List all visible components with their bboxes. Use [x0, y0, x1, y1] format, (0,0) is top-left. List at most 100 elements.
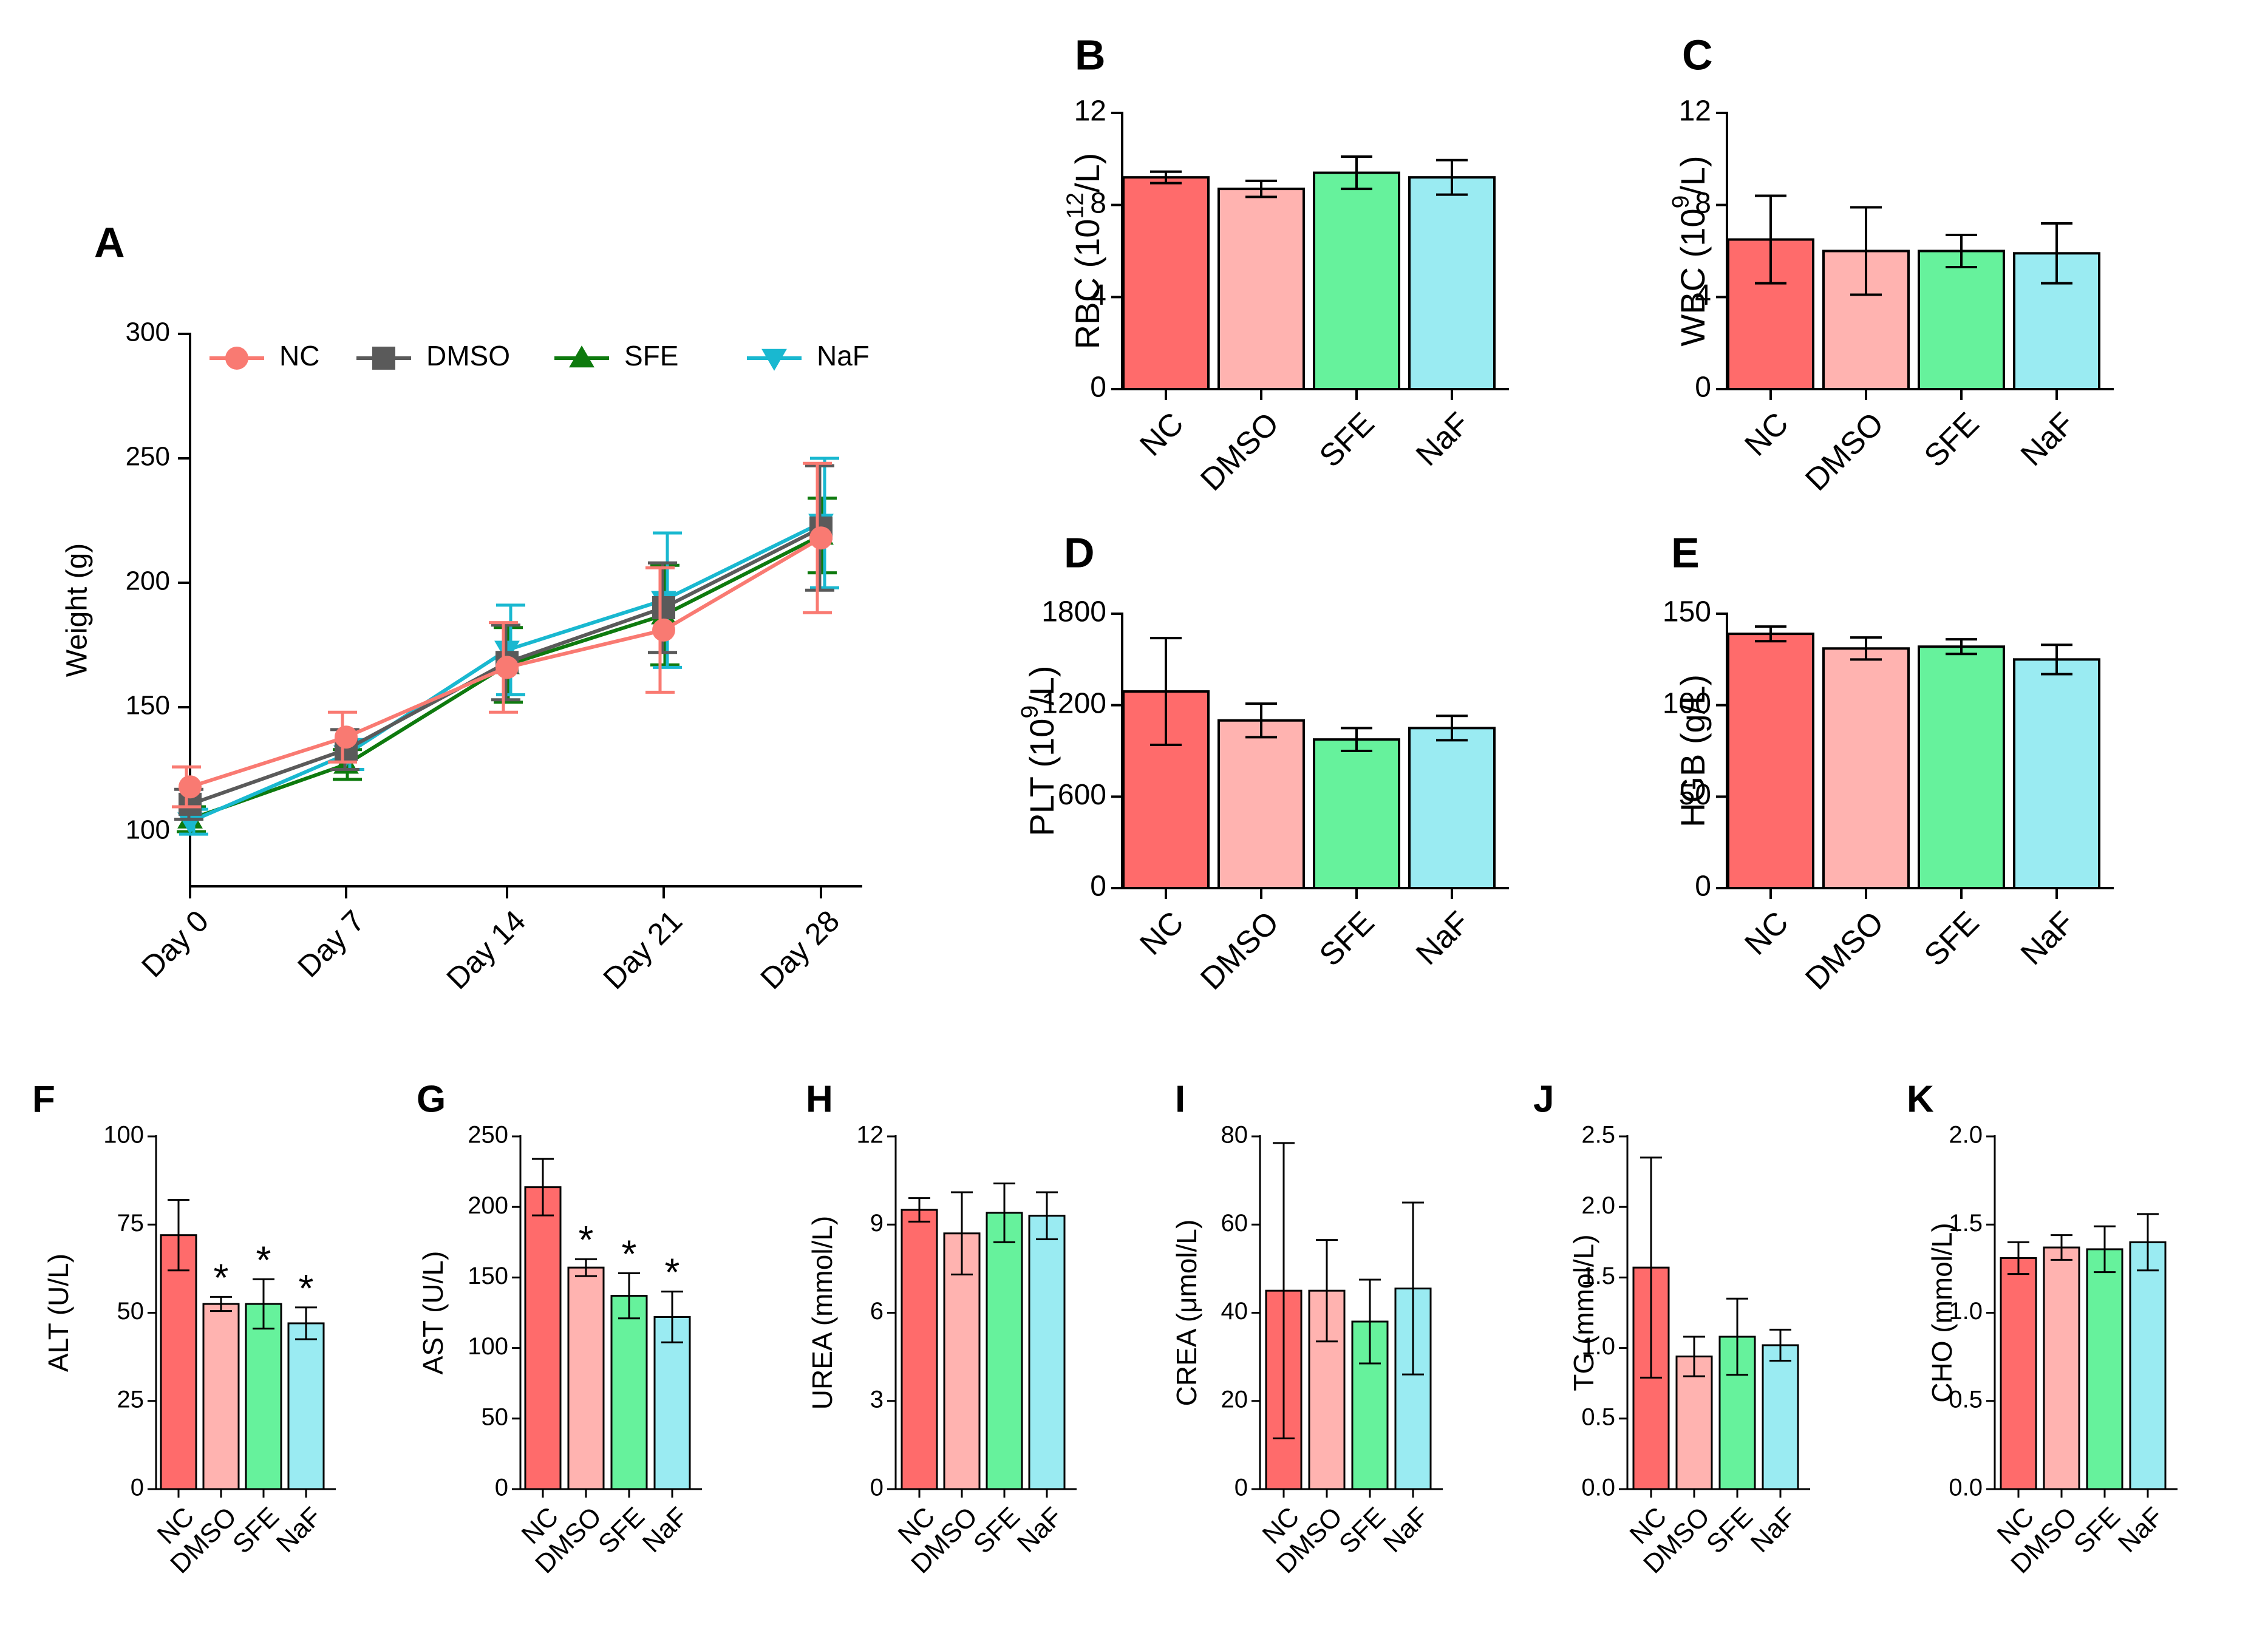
panel-b-x-tick-label: DMSO	[1194, 406, 1286, 497]
panel-e-bar-nc	[1727, 633, 1814, 889]
panel-k-y-tick-label: 1.5	[1949, 1210, 1983, 1237]
panel-e-y-tick-label: 0	[1695, 871, 1711, 903]
panel-b-y-tick-label: 4	[1090, 279, 1106, 311]
panel-a-y-tick-label: 250	[126, 442, 170, 472]
panel-c-x-tick-label: NaF	[2014, 406, 2081, 472]
panel-e-x-tick-label: SFE	[1918, 905, 1986, 973]
panel-g-bar-naf	[653, 1315, 691, 1490]
legend-label-naf: NaF	[817, 340, 870, 372]
panel-f-letter: F	[32, 1078, 55, 1120]
panel-g-letter: G	[417, 1078, 446, 1120]
panel-i-x-tick-label: SFE	[1333, 1501, 1391, 1559]
panel-c-bar-sfe	[1918, 249, 2005, 390]
panel-j-bar-chart: J0.00.51.01.52.02.5TG (mmol/L)NCDMSOSFEN…	[1533, 1078, 1810, 1579]
panel-a-x-tick-label: Day 21	[597, 904, 689, 996]
panel-a-legend: NC DMSO SFE NaF	[209, 340, 870, 372]
panel-e-x-tick-label: NC	[1738, 905, 1795, 962]
panel-g-y-tick-label: 50	[482, 1403, 509, 1430]
panel-j-bar-naf	[1762, 1344, 1799, 1490]
panel-h-x-tick-label: NaF	[1012, 1501, 1068, 1558]
panel-k-y-tick-label: 2.0	[1949, 1122, 1983, 1149]
panel-e-letter: E	[1671, 529, 1700, 576]
panel-e-bar-naf	[2013, 658, 2100, 890]
panel-k-y-tick-label: 1.0	[1949, 1298, 1983, 1325]
panel-a-y-tick-label: 300	[126, 317, 170, 347]
panel-k-x-tick-label: SFE	[2068, 1501, 2126, 1559]
panel-d-y-tick-label: 1800	[1041, 596, 1106, 628]
panel-c-x-tick-label: NC	[1738, 406, 1795, 463]
panel-h-bar-dmso	[943, 1232, 981, 1490]
panel-b-y-tick-label: 0	[1090, 372, 1106, 404]
panel-f-significance-star: *	[214, 1255, 229, 1299]
panel-d-x-tick-label: DMSO	[1194, 905, 1286, 996]
panel-i-letter: I	[1175, 1078, 1185, 1120]
panel-e-bar-dmso	[1822, 647, 1910, 889]
panel-f-bar-naf	[287, 1322, 325, 1490]
panel-d-bar-naf	[1408, 727, 1496, 890]
panel-h-y-tick-label: 3	[870, 1386, 884, 1413]
panel-d-bar-chart: D 0 600 1200 1800 PLT (109/L) NC DMSO SFE NaF	[1017, 529, 1509, 997]
panel-h-y-tick-label: 0	[870, 1475, 884, 1501]
panel-j-y-tick-label: 0.5	[1581, 1403, 1615, 1430]
panel-g-x-tick-label: NaF	[637, 1501, 693, 1558]
panel-j-bar-dmso	[1675, 1356, 1713, 1490]
panel-g-x-tick-label: SFE	[593, 1501, 650, 1559]
panel-b-x-tick-label: SFE	[1313, 406, 1381, 474]
panel-e-bar-chart: E 0 50 100 150 HGB (g/L) NC DMSO SFE NaF	[1663, 529, 2114, 997]
panel-c-y-tick-label: 0	[1695, 372, 1711, 404]
panel-c-x-tick-label: SFE	[1918, 406, 1986, 474]
panel-a-point-nc	[652, 618, 675, 642]
panel-e-y-axis-label: HGB (g/L)	[1674, 674, 1712, 827]
panel-g-significance-star: *	[579, 1218, 594, 1261]
panel-g-y-axis-label: AST (U/L)	[417, 1251, 449, 1375]
panel-f-y-tick-label: 25	[117, 1386, 145, 1413]
panel-k-y-axis-label: CHO (mmol/L)	[1926, 1223, 1958, 1402]
panel-b-y-tick-label: 8	[1090, 187, 1106, 219]
panel-a-series-nc	[172, 461, 833, 809]
panel-a-y-tick-label: 200	[126, 566, 170, 596]
panel-d-bar-sfe	[1313, 738, 1400, 889]
panel-k-bar-nc	[2000, 1257, 2037, 1490]
legend-label-sfe: SFE	[624, 340, 678, 372]
panel-g-y-tick-label: 150	[468, 1263, 508, 1289]
panel-j-y-axis-label: TG (mmol/L)	[1568, 1234, 1599, 1391]
panel-i-y-tick-label: 20	[1221, 1386, 1248, 1413]
panel-k-bar-naf	[2129, 1241, 2167, 1490]
panel-h-x-tick-label: SFE	[968, 1501, 1026, 1559]
panel-g-y-tick-label: 200	[468, 1192, 508, 1219]
panel-b-bar-naf	[1408, 176, 1496, 390]
panel-f-x-tick-label: NaF	[271, 1501, 327, 1558]
panel-h-y-axis-label: UREA (mmol/L)	[806, 1216, 838, 1410]
panel-i-y-tick-label: 40	[1221, 1298, 1248, 1325]
panel-f-x-tick-label: SFE	[227, 1501, 285, 1559]
panel-j-y-tick-label: 1.0	[1581, 1333, 1615, 1360]
panel-f-significance-star: *	[299, 1266, 314, 1310]
panel-g-y-tick-label: 100	[468, 1333, 508, 1360]
panel-i-y-tick-label: 60	[1221, 1210, 1248, 1237]
panel-k-bar-dmso	[2043, 1246, 2080, 1490]
panel-e-x-tick-label: DMSO	[1799, 905, 1890, 996]
panel-d-x-tick-label: NaF	[1409, 905, 1476, 971]
panel-i-x-tick-label: NaF	[1378, 1501, 1434, 1558]
panel-f-y-axis-label: ALT (U/L)	[43, 1254, 74, 1372]
panel-c-bar-chart: C 0 4 8 12 WBC (109/L) NC DMSO SFE NaF	[1668, 31, 2114, 498]
panel-k-y-tick-label: 0.5	[1949, 1386, 1983, 1413]
panel-k-x-tick-label: NaF	[2113, 1501, 2169, 1558]
panel-e-y-tick-label: 50	[1679, 779, 1711, 811]
legend-marker-nc	[225, 347, 248, 370]
panel-h-y-tick-label: 12	[857, 1122, 884, 1149]
panel-b-x-tick-label: NaF	[1409, 406, 1476, 472]
panel-a-y-tick-label: 150	[126, 691, 170, 721]
panel-a-y-axis-label: Weight (g)	[61, 543, 94, 677]
panel-f-y-tick-label: 100	[103, 1122, 144, 1149]
panel-h-bar-naf	[1028, 1215, 1066, 1490]
panel-c-y-tick-label: 8	[1695, 187, 1711, 219]
panel-b-y-tick-label: 12	[1074, 95, 1106, 127]
panel-j-letter: J	[1533, 1078, 1554, 1120]
panel-g-y-tick-label: 250	[468, 1122, 508, 1149]
panel-d-bar-dmso	[1217, 719, 1305, 890]
panel-h-bar-nc	[901, 1209, 938, 1490]
